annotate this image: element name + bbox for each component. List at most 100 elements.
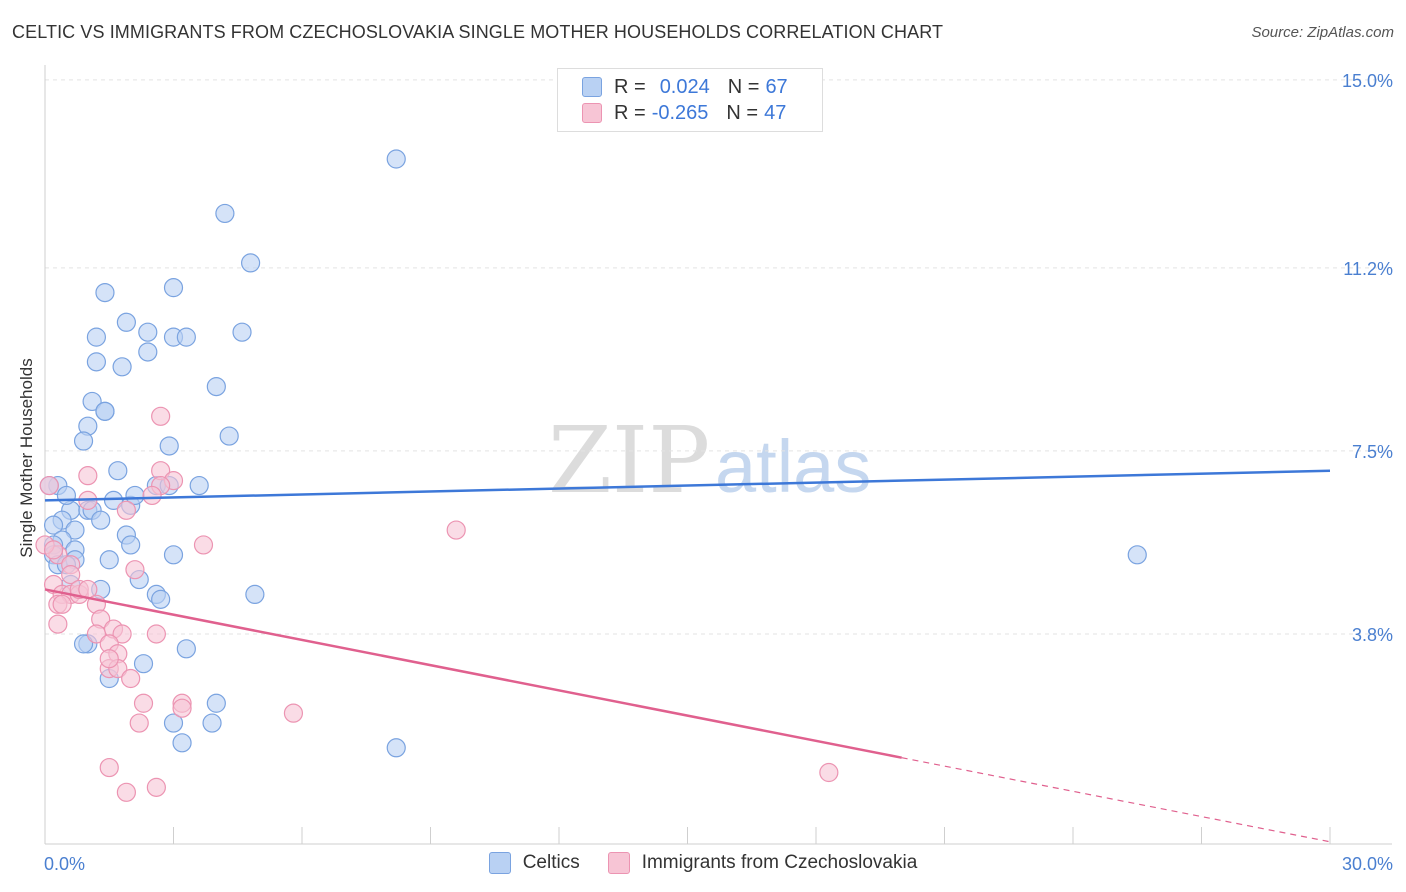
- axes: [44, 65, 1392, 845]
- immigrants-point: [172, 698, 192, 718]
- n-value: 67: [765, 75, 788, 98]
- n-label: N =: [726, 101, 759, 124]
- celtics-point: [206, 377, 226, 397]
- legend-row-celtics: R = 0.024 N = 67: [582, 75, 788, 99]
- celtics-point: [133, 654, 154, 674]
- celtics-point: [73, 634, 94, 654]
- n-value: 47: [764, 101, 787, 124]
- immigrants-point: [116, 782, 136, 802]
- n-label: N =: [727, 75, 760, 98]
- immigrants-swatch: [582, 103, 602, 123]
- celtics-point: [86, 327, 107, 347]
- celtics-point: [112, 357, 132, 377]
- celtics-point: [82, 391, 102, 412]
- celtics-point: [245, 584, 265, 605]
- immigrants-point: [121, 668, 141, 689]
- immigrants-point: [151, 406, 171, 426]
- celtics-point: [1127, 545, 1147, 565]
- immigrants-point: [48, 614, 68, 634]
- source-label: Source: ZipAtlas.com: [1251, 24, 1394, 41]
- immigrants-point: [86, 624, 107, 644]
- celtics-point: [163, 713, 184, 733]
- r-label: R =: [614, 101, 646, 124]
- celtics-point: [91, 510, 111, 530]
- celtics-point: [138, 342, 158, 362]
- immigrants-point: [446, 520, 466, 540]
- celtics-point: [108, 461, 128, 481]
- celtics-swatch: [488, 852, 511, 874]
- watermark-atlas: atlas: [715, 425, 871, 508]
- r-value: -0.265: [651, 101, 709, 124]
- celtics-point: [95, 401, 115, 421]
- immigrants-point: [125, 560, 145, 580]
- celtics-point: [163, 278, 184, 298]
- celtics-point: [65, 520, 85, 540]
- x-tick-label: 30.0%: [1342, 854, 1393, 874]
- watermark-zip: ZIP: [548, 407, 710, 514]
- celtics-point: [151, 589, 171, 609]
- watermark: ZIP atlas: [548, 407, 871, 514]
- immigrants-point: [819, 762, 839, 783]
- celtics-point: [43, 515, 64, 535]
- celtics-point: [189, 475, 209, 496]
- series-legend: Celtics Immigrants from Czechoslovakia: [0, 852, 1406, 874]
- celtics-point: [386, 149, 406, 169]
- y-tick-label: 7.5%: [1352, 442, 1393, 462]
- immigrants-point: [78, 466, 98, 486]
- immigrants-swatch: [607, 852, 630, 874]
- immigrants-point: [99, 649, 119, 669]
- immigrants-point: [39, 475, 59, 496]
- immigrants-point: [112, 624, 132, 644]
- correlation-legend: R = 0.024 N = 67 R = -0.265 N = 47: [557, 68, 823, 132]
- celtics-point: [86, 352, 107, 372]
- r-value: 0.024: [659, 75, 710, 98]
- celtics-point: [95, 282, 115, 303]
- celtics-trend-line: [44, 469, 1331, 502]
- x-tick-label: 0.0%: [44, 854, 85, 874]
- immigrants-point: [43, 540, 64, 560]
- immigrants-point: [193, 535, 214, 555]
- legend-item-immigrants[interactable]: Immigrants from Czechoslovakia: [607, 852, 918, 874]
- immigrants-point: [142, 485, 162, 506]
- immigrants-point: [116, 500, 136, 520]
- chart-title: CELTIC VS IMMIGRANTS FROM CZECHOSLOVAKIA…: [12, 22, 944, 42]
- celtics-point: [138, 322, 158, 342]
- celtics-point: [56, 485, 77, 506]
- celtics-point: [176, 639, 196, 659]
- immigrants-point: [146, 777, 166, 797]
- immigrants-point: [283, 703, 304, 723]
- immigrants-point: [133, 693, 154, 713]
- y-tick-label: 11.2%: [1343, 259, 1393, 279]
- celtics-point: [202, 713, 222, 733]
- immigrants-point: [146, 624, 166, 644]
- celtics-swatch: [582, 77, 602, 97]
- legend-label-immigrants: Immigrants from Czechoslovakia: [641, 852, 918, 873]
- celtics-point: [172, 733, 192, 753]
- celtics-point: [121, 535, 141, 555]
- celtics-point: [159, 436, 179, 456]
- immigrants-point: [61, 565, 81, 585]
- celtics-point: [176, 327, 196, 347]
- celtics-point: [386, 738, 406, 758]
- celtics-point: [163, 545, 184, 565]
- celtics-point: [219, 426, 239, 446]
- gridlines: [45, 79, 1392, 635]
- legend-item-celtics[interactable]: Celtics: [488, 852, 580, 874]
- legend-row-immigrants: R = -0.265 N = 47: [582, 101, 786, 125]
- y-tick-label: 15.0%: [1342, 71, 1393, 91]
- trend-lines: [44, 469, 1331, 843]
- celtics-point: [215, 203, 235, 224]
- immigrants-point: [129, 713, 149, 733]
- celtics-point: [99, 550, 119, 570]
- celtics-point: [241, 253, 261, 273]
- immigrants-point: [52, 594, 72, 614]
- tick-labels: 3.8% 7.5% 11.2% 15.0% 0.0% 30.0%: [44, 71, 1393, 874]
- data-points: [35, 149, 1147, 802]
- y-tick-label: 3.8%: [1352, 625, 1393, 645]
- celtics-point: [232, 322, 252, 342]
- immigrants-trend-extension: [901, 757, 1331, 843]
- celtics-point: [206, 693, 226, 713]
- immigrants-point: [99, 757, 119, 778]
- r-label: R =: [614, 75, 646, 98]
